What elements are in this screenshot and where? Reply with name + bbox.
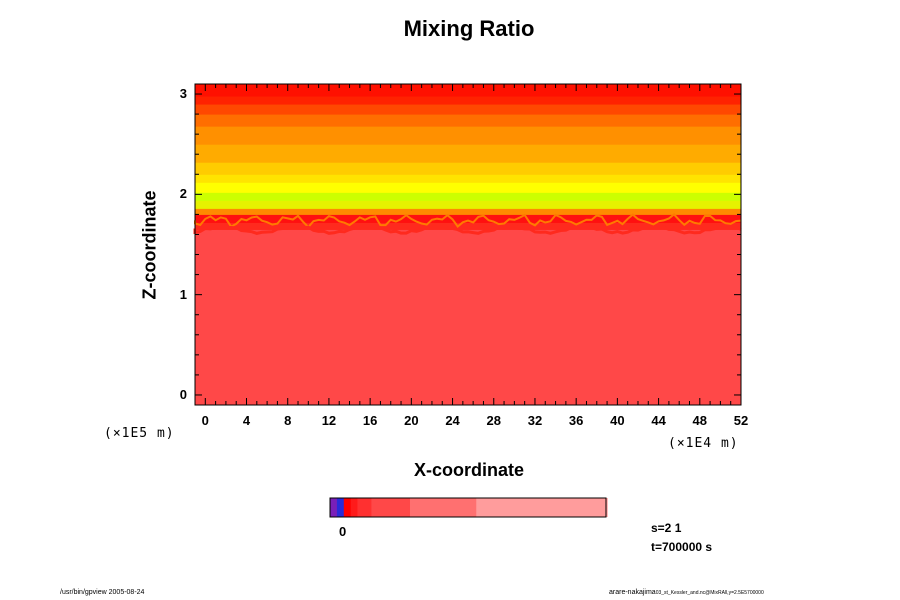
band-12 [195, 104, 741, 115]
footer-right-main: arare-nakajima [609, 589, 656, 596]
x-axis-label: X-coordinate [413, 460, 524, 480]
colorbar-segment-5 [371, 498, 411, 517]
x-tick-label: 24 [445, 413, 460, 428]
band-2 [195, 214, 741, 223]
footer-right-small: 03_st_Kessler_and.nc@MixRAll,y=2.5E57000… [655, 590, 764, 596]
mixing-front [193, 213, 742, 235]
y-tick-label: 2 [179, 186, 187, 202]
x-tick-label: 40 [610, 413, 625, 428]
colorbar-segment-6 [410, 498, 477, 517]
band-6 [195, 182, 741, 193]
band-9 [195, 144, 741, 163]
front-edge-lower [193, 223, 742, 235]
band-13 [195, 96, 741, 105]
band-0 [195, 229, 741, 406]
contour-bands [195, 84, 741, 406]
s-index-text: s=2 1 [651, 521, 682, 535]
x-tick-label: 48 [692, 413, 708, 428]
footer-right: arare-nakajima03_st_Kessler_and.nc@MixRA… [609, 589, 764, 596]
y-tick-label: 3 [179, 86, 187, 102]
footer-left: /usr/bin/gpview 2005-08-24 [60, 589, 145, 596]
x-tick-label: 12 [321, 413, 337, 428]
band-3 [195, 208, 741, 215]
y-tick-label: 0 [179, 386, 187, 402]
colorbar-zero-label: 0 [339, 524, 347, 539]
x-tick-label: 32 [527, 413, 543, 428]
x-tick-label: 0 [201, 413, 209, 428]
x-tick-label: 8 [284, 413, 292, 428]
x-tick-label: 20 [404, 413, 419, 428]
x-tick-label: 36 [568, 413, 584, 428]
colorbar-frame [329, 497, 607, 518]
x-tick-label: 16 [362, 413, 378, 428]
front-edge-upper [194, 213, 742, 229]
band-8 [195, 162, 741, 175]
band-7 [195, 174, 741, 183]
y-tick-label: 1 [179, 286, 187, 302]
x-unit-label-alt: (×1E4 m) [668, 436, 739, 451]
colorbar-segment-1 [336, 498, 345, 517]
y-axis-label: Z-coordinate [139, 190, 160, 300]
band-14 [195, 84, 741, 97]
x-tick-label: 52 [733, 413, 749, 428]
colorbar [329, 497, 608, 518]
colorbar-segment-2 [343, 498, 351, 517]
band-10 [195, 126, 741, 145]
colorbar-segment-3 [350, 498, 358, 517]
band-1 [195, 222, 741, 230]
colorbar-segment-7 [476, 498, 608, 517]
plot-frame [194, 83, 742, 406]
axis-ticks [195, 84, 742, 405]
band-11 [195, 114, 741, 127]
colorbar-segment-0 [330, 498, 338, 517]
x-tick-label: 4 [242, 413, 251, 428]
band-4 [195, 200, 741, 209]
chart-title: Mixing Ratio [403, 16, 535, 41]
colorbar-segment-4 [357, 498, 372, 517]
x-tick-label: 28 [486, 413, 501, 428]
x-unit-label: (×1E5 m) [104, 426, 175, 441]
time-text: t=700000 s [651, 540, 713, 554]
x-tick-label: 44 [651, 413, 666, 428]
band-5 [195, 192, 741, 201]
